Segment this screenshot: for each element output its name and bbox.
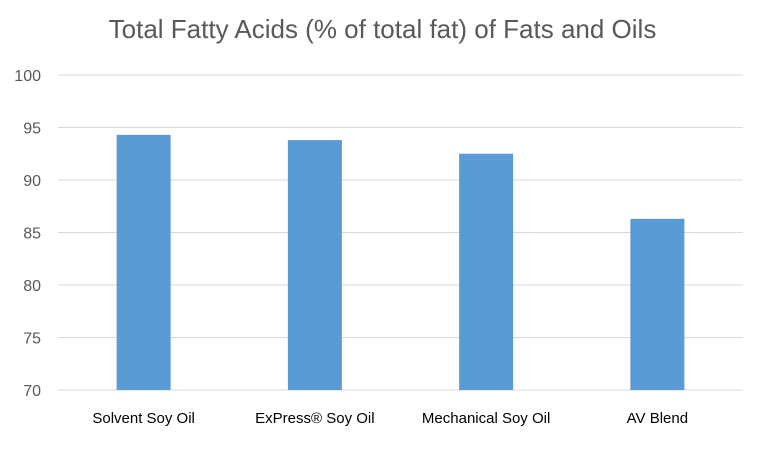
y-tick-label: 80 [23,278,41,295]
bar [287,140,342,390]
x-axis-labels: Solvent Soy Oil ExPress® Soy Oil Mechanica… [92,410,688,427]
bars [116,134,685,390]
y-tick-label: 100 [14,68,41,85]
y-tick-label: 85 [23,226,41,243]
bar [459,153,514,390]
gridlines [58,74,743,391]
chart-title: Total Fatty Acids (% of total fat) of Fa… [108,14,657,44]
y-tick-label: 75 [23,331,41,348]
y-tick-label: 90 [23,173,41,190]
x-category-label: ExPress® Soy Oil [255,410,374,427]
bar [116,134,171,390]
y-tick-label: 70 [23,383,41,400]
x-category-label: Mechanical Soy Oil [422,410,550,427]
y-tick-label: 95 [23,121,41,138]
x-category-label: AV Blend [627,410,688,427]
y-axis-ticks: 70 75 80 85 90 95 100 [14,68,41,400]
bar [630,218,685,390]
x-category-label: Solvent Soy Oil [92,410,195,427]
